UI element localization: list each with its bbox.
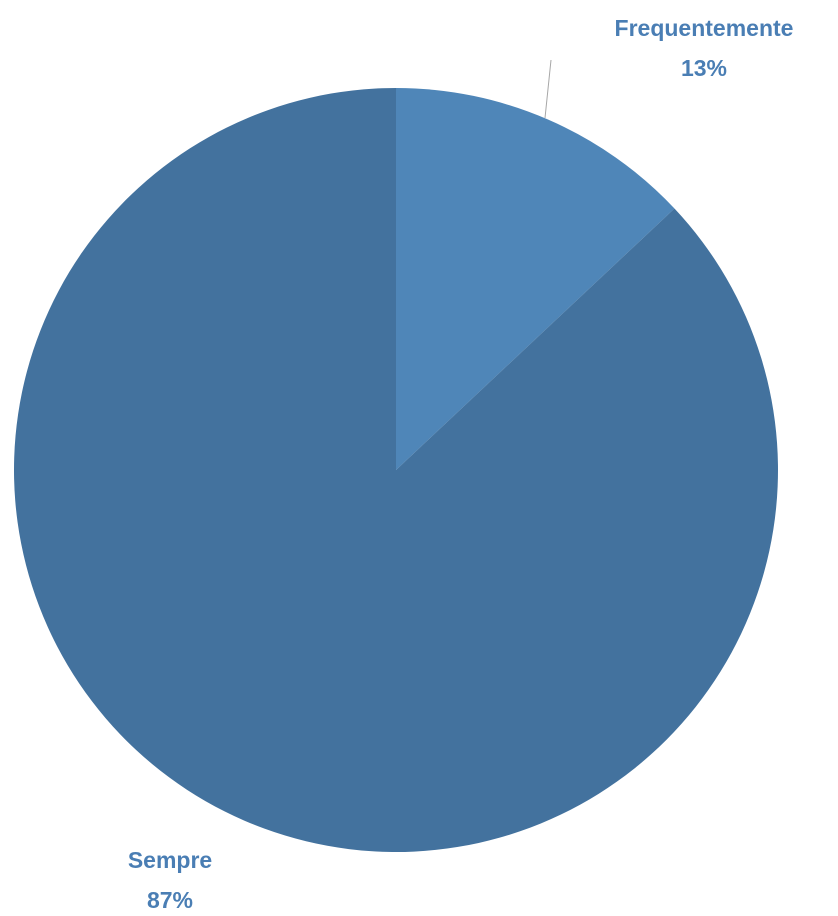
slice-label-name-sempre: Sempre [128, 847, 212, 873]
slice-label-value-sempre: 87% [147, 887, 193, 911]
pie-slice-sempre [13, 88, 778, 853]
slice-label-value-frequentemente: 13% [681, 55, 727, 81]
pie-slice-frequentemente [396, 88, 675, 470]
slice-label-name-frequentemente: Frequentemente [615, 15, 794, 41]
leader-line-frequentemente [544, 59, 552, 119]
